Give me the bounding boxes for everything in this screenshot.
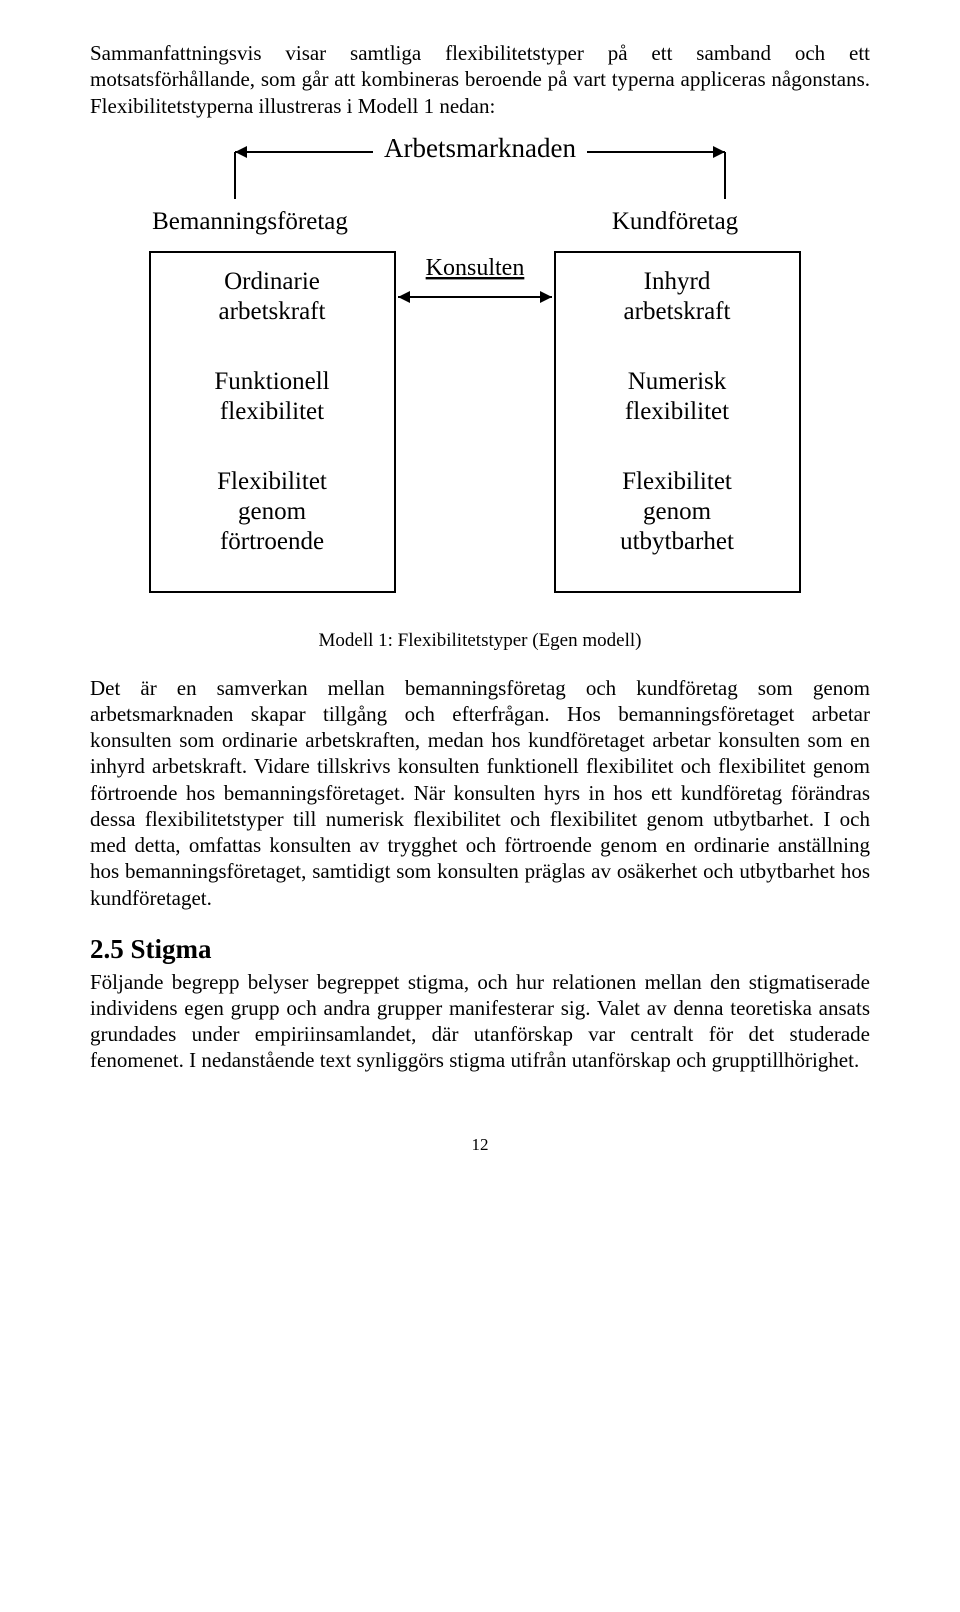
flexibility-diagram: Arbetsmarknaden Bemanningsföretag Kundfö…	[100, 127, 860, 617]
diagram-caption: Modell 1: Flexibilitetstyper (Egen model…	[90, 629, 870, 653]
left-r3c: förtroende	[220, 528, 324, 555]
right-r2a: Numerisk	[628, 368, 727, 395]
left-r2a: Funktionell	[214, 368, 329, 395]
intro-paragraph: Sammanfattningsvis visar samtliga flexib…	[90, 40, 870, 119]
right-r2b: flexibilitet	[625, 398, 729, 425]
section-heading: 2.5 Stigma	[90, 933, 870, 967]
body-paragraph-2: Det är en samverkan mellan bemanningsför…	[90, 675, 870, 911]
left-r3a: Flexibilitet	[217, 468, 327, 495]
body-paragraph-3: Följande begrepp belyser begreppet stigm…	[90, 969, 870, 1074]
right-r3a: Flexibilitet	[622, 468, 732, 495]
right-header: Kundföretag	[612, 208, 739, 235]
left-header: Bemanningsföretag	[152, 208, 348, 235]
connector-label: Konsulten	[426, 255, 525, 281]
right-r1b: arbetskraft	[624, 298, 731, 325]
right-r3c: utbytbarhet	[620, 528, 734, 555]
left-r2b: flexibilitet	[220, 398, 324, 425]
page-number: 12	[90, 1134, 870, 1155]
left-r1b: arbetskraft	[219, 298, 326, 325]
left-r1a: Ordinarie	[224, 268, 320, 295]
right-r1a: Inhyrd	[644, 268, 711, 295]
left-r3b: genom	[238, 498, 307, 525]
right-r3b: genom	[643, 498, 712, 525]
diagram-top-title: Arbetsmarknaden	[384, 133, 576, 163]
